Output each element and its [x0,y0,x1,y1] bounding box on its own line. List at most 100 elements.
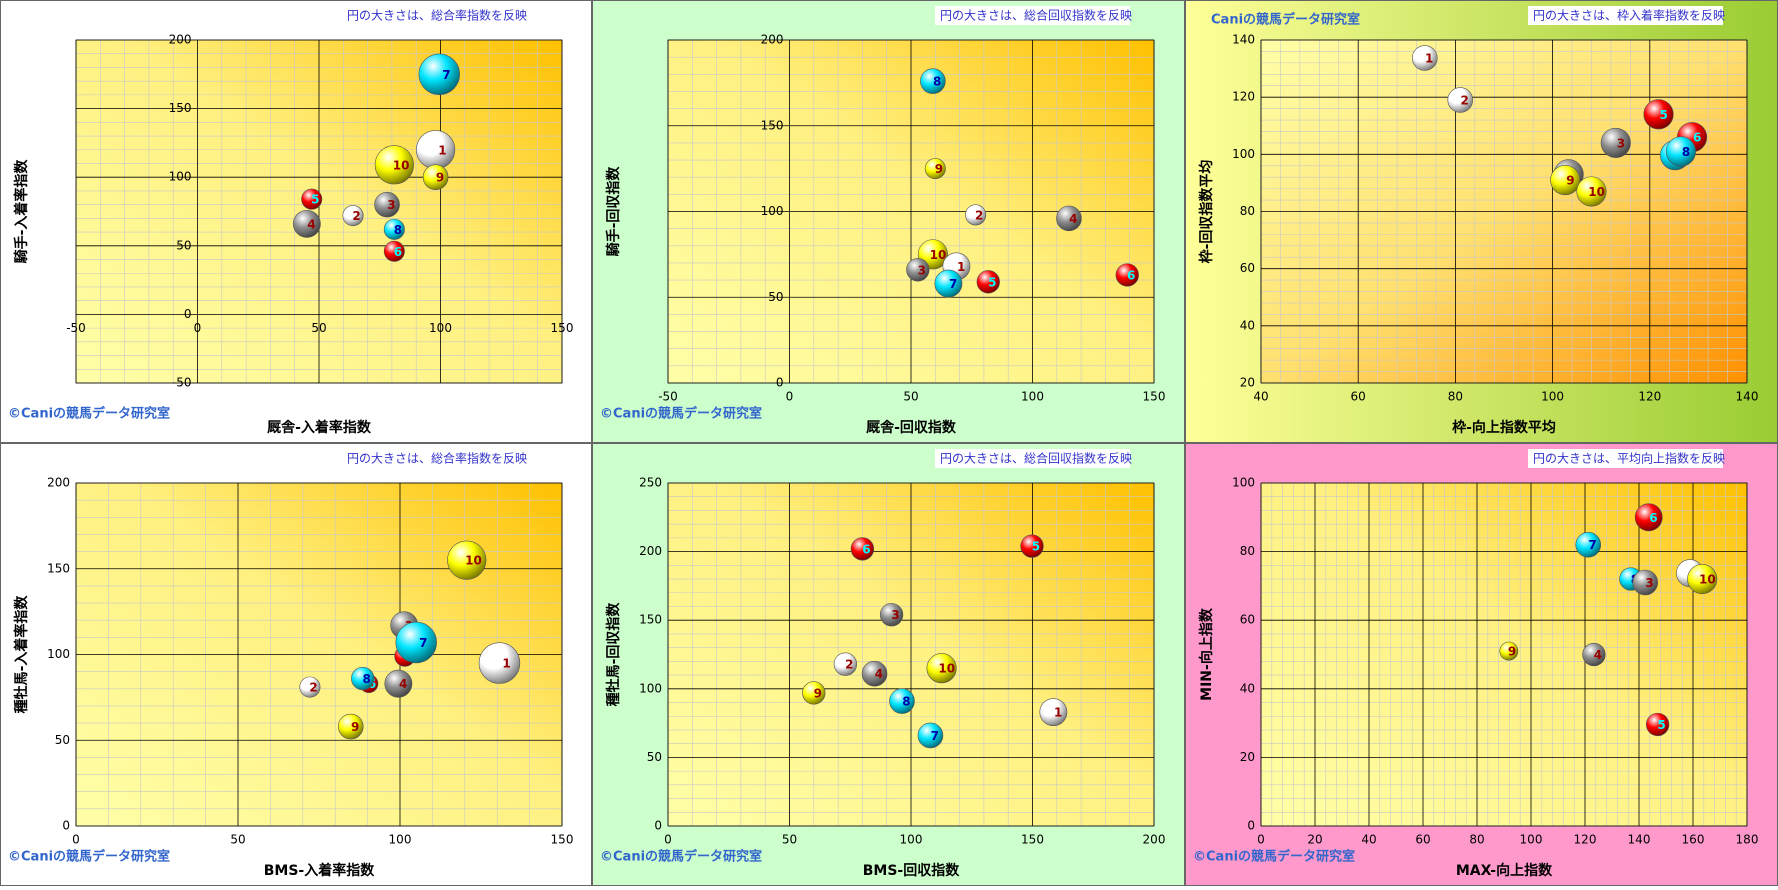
bubble [383,218,405,240]
y-axis-title: 騎手-入着率指数 [13,159,30,264]
y-tick-label: 120 [1232,90,1255,104]
x-axis-title: BMS-回収指数 [863,862,960,879]
x-tick-label: 120 [1574,833,1597,847]
note-box [935,449,1130,468]
credit: ©Caniの競馬データ研究室 [600,849,762,865]
y-tick-label: 150 [47,561,70,575]
x-tick-label: 50 [311,321,326,335]
bubble [447,540,487,580]
x-axis-title: 厩舎-回収指数 [866,419,957,436]
x-tick-label: 50 [782,833,797,847]
x-tick-label: 100 [900,833,923,847]
chart-panel: -50 0 50 100 150 -50 0 50 100 150 200 1 7 10 9 3 2 5 4 8 6 円の… [0,0,592,443]
bubble-label: 9 [1566,174,1574,188]
credit: ©Caniの競馬データ研究室 [1193,849,1355,865]
bubble [802,681,826,705]
y-tick-label: 20 [1240,750,1255,764]
bubble-label: 5 [1657,718,1665,732]
bubble [1665,136,1696,167]
x-tick-label: 140 [1736,390,1759,404]
x-tick-label: 100 [1520,833,1543,847]
note-box [1528,449,1723,468]
y-tick-label: 200 [47,476,70,490]
bubble [1550,165,1581,196]
bubble [1582,642,1606,667]
bubble [342,205,364,227]
annotation: 円の大きさは、総合率指数を反映 [347,8,527,23]
bubble [1632,569,1658,596]
bubble-label: 10 [1699,573,1716,587]
bubble-label: 8 [933,75,941,89]
bubble-label: 3 [891,608,899,622]
x-tick-label: 0 [72,833,80,847]
x-tick-label: 200 [1143,833,1166,847]
bubble-label: 7 [442,68,450,82]
y-tick-label: 40 [1240,318,1255,332]
bubble [926,653,957,684]
y-tick-label: 50 [55,733,70,747]
annotation: 円の大きさは、総合回収指数を反映 [940,8,1132,23]
bubble [889,688,915,714]
bubble-label: 7 [419,636,427,650]
y-tick-label: 0 [62,819,70,833]
x-tick-label: 150 [551,321,574,335]
y-tick-label: 100 [169,170,192,184]
y-tick-label: 40 [1240,681,1255,695]
bubble-label: 1 [502,657,510,671]
x-tick-label: 50 [903,390,918,404]
bubble [351,666,375,691]
bubble [299,676,321,698]
bubble-label: 7 [949,277,957,291]
x-tick-label: 100 [429,321,452,335]
y-axis-title: 種牡馬-回収指数 [605,602,622,707]
bubble-label: 10 [465,554,482,568]
x-tick-label: 100 [1021,390,1044,404]
x-tick-label: 40 [1361,833,1376,847]
bubble [1575,531,1602,558]
annotation: 円の大きさは、総合率指数を反映 [347,451,527,466]
y-tick-label: 250 [639,476,662,490]
x-tick-label: -50 [66,321,86,335]
bubble-label: 8 [363,672,371,686]
bubble-label: 10 [938,662,955,676]
credit: ©Caniの競馬データ研究室 [8,406,170,422]
bubble-label: 10 [930,248,947,262]
annotation: 円の大きさは、総合回収指数を反映 [940,451,1132,466]
y-axis-title: 枠-回収指数平均 [1198,160,1215,264]
y-tick-label: 100 [47,647,70,661]
chart-panel: 0204060801001201401601800204060801006711… [1185,443,1778,886]
bubble-label: 7 [1588,538,1596,552]
annotation: 円の大きさは、平均向上指数を反映 [1533,451,1725,466]
x-tick-label: 140 [1628,833,1651,847]
x-axis-title: MAX-向上指数 [1456,862,1553,879]
x-axis-title: BMS-入着率指数 [264,862,375,879]
bubble [422,164,449,190]
y-tick-label: 200 [761,33,784,47]
bubble-label: 9 [935,162,943,176]
note-box [342,449,537,468]
bubble [1020,534,1044,558]
chart-panel: 0 50 100 150 200 0 50 100 150 200 250 6 5 3 2 4 10 9 8 1 7 円の… [592,443,1185,886]
y-tick-label: 140 [1232,33,1255,47]
y-tick-label: 150 [761,118,784,132]
bubble [478,642,521,684]
bubble [1643,99,1674,130]
y-tick-label: 60 [1240,613,1255,627]
bubble [1499,641,1519,661]
bubble-label: 9 [814,686,822,700]
x-tick-label: 0 [664,833,672,847]
x-tick-label: 50 [230,833,245,847]
x-tick-label: 40 [1253,390,1268,404]
bubble-label: 5 [1032,540,1040,554]
bubble-label: 3 [918,263,926,277]
x-tick-label: 150 [1143,390,1166,404]
annotation: 円の大きさは、枠入着率指数を反映 [1533,8,1725,23]
bubble-label: 8 [1682,145,1690,159]
x-axis-title: 枠-向上指数平均 [1452,419,1556,436]
bubble-label: 2 [975,208,983,222]
bubble-label: 6 [1693,131,1701,145]
x-tick-label: 160 [1682,833,1705,847]
bubble [1056,205,1082,232]
x-tick-label: 80 [1469,833,1484,847]
y-tick-label: 50 [176,238,191,252]
